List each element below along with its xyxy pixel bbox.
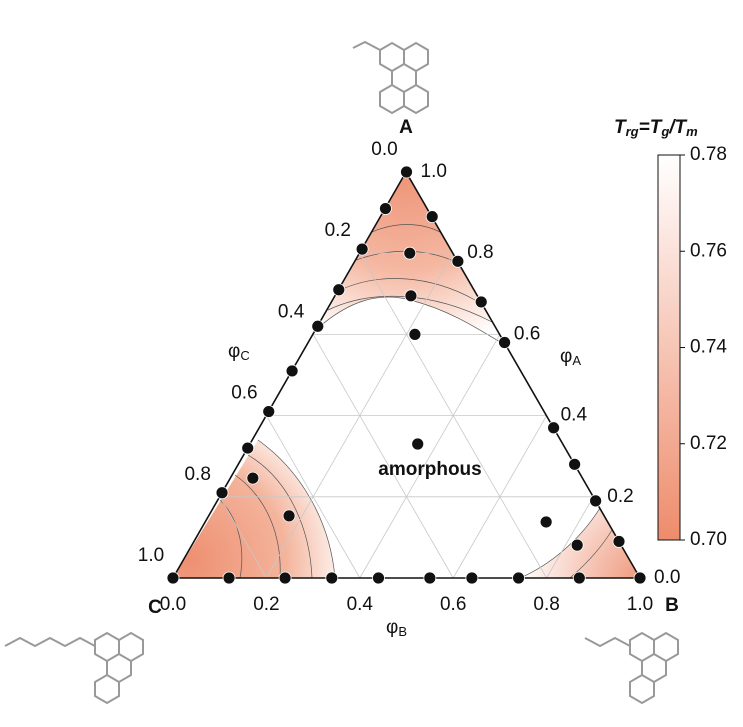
data-point — [424, 572, 436, 584]
data-point — [634, 572, 646, 584]
contour-shading — [173, 172, 640, 578]
data-point — [409, 328, 421, 340]
data-point — [326, 572, 338, 584]
data-point — [540, 516, 552, 528]
data-point — [312, 320, 324, 332]
data-point — [571, 539, 583, 551]
c-tick-label: 0.8 — [184, 464, 210, 485]
data-point — [404, 247, 416, 259]
data-point — [401, 166, 413, 178]
axis-title: φB — [386, 617, 407, 639]
data-point — [452, 255, 464, 267]
data-point — [466, 572, 478, 584]
data-point — [372, 572, 384, 584]
data-point — [412, 438, 424, 450]
data-point — [573, 572, 585, 584]
data-point — [499, 337, 511, 349]
vertex-label: B — [665, 595, 679, 616]
colorbar-title: Trg=Tg/Tm — [614, 117, 698, 139]
data-point — [279, 572, 291, 584]
axis-title: φC — [228, 341, 250, 363]
a-tick-label: 0.8 — [467, 242, 493, 263]
data-point — [405, 290, 417, 302]
grid-line — [360, 334, 500, 578]
colorbar-tick-label: 0.76 — [690, 240, 727, 261]
colorbar-tick-label: 0.78 — [690, 144, 727, 165]
b-tick-label: 0.4 — [347, 594, 374, 615]
c-tick-label: 0.6 — [231, 383, 257, 404]
data-point — [286, 365, 298, 377]
data-point — [548, 422, 560, 434]
a-tick-label: 0.4 — [561, 405, 588, 426]
data-point — [513, 572, 525, 584]
a-tick-label: 0.2 — [607, 486, 633, 507]
b-tick-label: 1.0 — [627, 594, 653, 615]
colorbar — [658, 155, 680, 540]
data-point — [333, 284, 345, 296]
vertex-label: A — [399, 117, 413, 138]
colorbar-tick-label: 0.70 — [690, 529, 727, 550]
data-point — [247, 472, 259, 484]
grid-line — [313, 334, 453, 578]
data-point — [613, 535, 625, 547]
b-tick-label: 0.8 — [533, 594, 559, 615]
data-point — [263, 406, 275, 418]
b-tick-label: 0.2 — [253, 594, 279, 615]
molecule-icons — [5, 42, 678, 703]
b-tick-label: 0.0 — [160, 594, 186, 615]
data-point — [283, 510, 295, 522]
data-point — [426, 211, 438, 223]
c-tick-label: 0.4 — [278, 301, 305, 322]
data-point — [569, 458, 581, 470]
a-tick-label: 1.0 — [421, 161, 447, 182]
c-tick-label: 0.0 — [371, 139, 397, 160]
annotation: amorphous — [378, 459, 481, 480]
c-tick-label: 0.2 — [325, 220, 351, 241]
data-point — [223, 572, 235, 584]
axis-title: φA — [560, 346, 581, 368]
chart: A B C φA φB φC amorphous Trg=Tg/Tm 0.00.… — [0, 0, 743, 727]
data-point — [475, 296, 487, 308]
data-point — [379, 203, 391, 215]
a-tick-label: 0.0 — [654, 567, 680, 588]
colorbar-tick-label: 0.72 — [690, 433, 727, 454]
colorbar-tick-label: 0.74 — [690, 337, 727, 358]
c-tick-label: 1.0 — [138, 545, 164, 566]
a-tick-label: 0.6 — [514, 323, 540, 344]
data-point — [167, 572, 179, 584]
b-tick-label: 0.6 — [440, 594, 466, 615]
data-point — [590, 495, 602, 507]
data-point — [216, 487, 228, 499]
data-point — [242, 442, 254, 454]
data-point — [356, 243, 368, 255]
